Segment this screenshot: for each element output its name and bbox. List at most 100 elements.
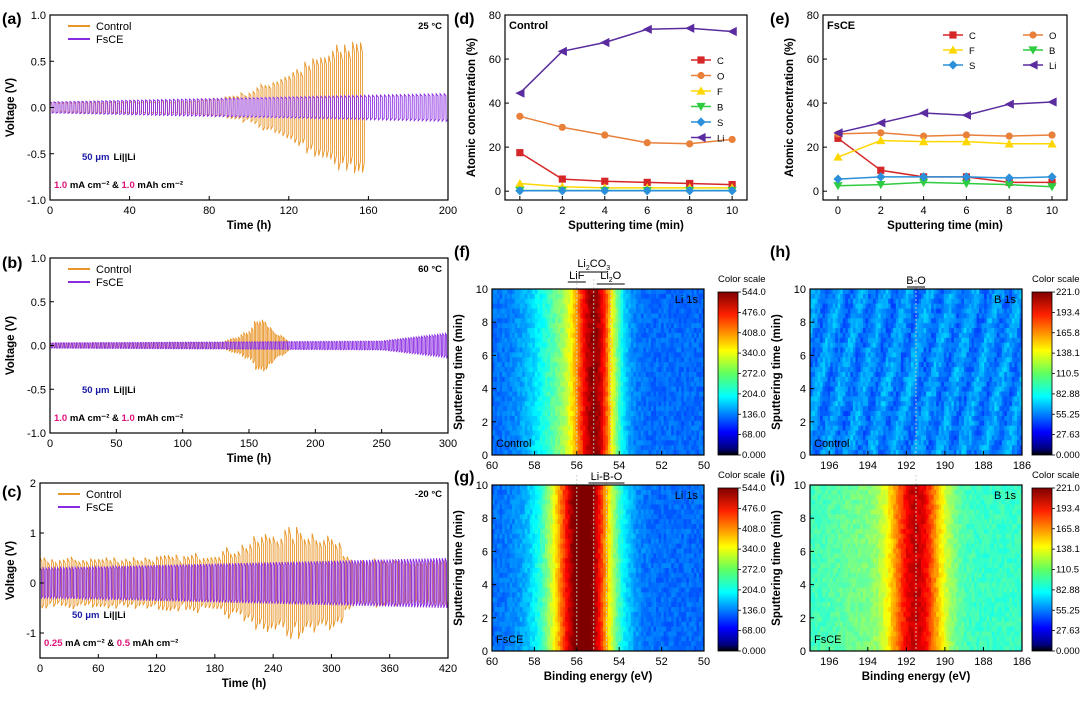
heatmap-cell: [595, 415, 599, 422]
heatmap-cell: [645, 289, 649, 295]
heatmap-cell: [658, 558, 662, 564]
heatmap-cell: [494, 396, 498, 402]
heatmap-cell: [532, 494, 536, 501]
heatmap-cell: [635, 328, 639, 334]
heatmap-cell: [651, 485, 654, 491]
heatmap-cell: [585, 376, 589, 383]
x-tick-label: 0: [47, 438, 53, 450]
heatmap-cell: [570, 553, 574, 559]
heatmap-cell: [608, 548, 612, 554]
heatmap-cell: [552, 485, 556, 491]
heatmap-cell: [550, 328, 553, 334]
heatmap-cell: [666, 420, 670, 427]
heatmap-cell: [545, 577, 548, 584]
heatmap-cell: [562, 519, 566, 525]
heatmap-cell: [633, 367, 637, 373]
heatmap-cell: [661, 323, 665, 329]
heatmap-cell: [671, 342, 675, 348]
heatmap-cell: [610, 357, 614, 363]
heatmap-cell: [547, 420, 551, 427]
heatmap-cell: [494, 568, 498, 574]
heatmap-cell: [656, 430, 659, 436]
heatmap-cell: [676, 381, 680, 388]
heatmap-cell: [542, 450, 546, 456]
heatmap-cell: [517, 313, 521, 319]
heatmap-cell: [701, 538, 705, 544]
heatmap-cell: [701, 440, 705, 446]
heatmap-cell: [683, 347, 687, 353]
heatmap-cell: [567, 430, 571, 436]
heatmap-cell: [676, 401, 680, 407]
heatmap-cell: [565, 435, 569, 441]
x-tick-label: 50: [110, 438, 122, 450]
heatmap-cell: [514, 406, 518, 412]
heatmap-cell: [638, 514, 642, 520]
heatmap-cell: [492, 420, 495, 427]
heatmap-cell: [608, 425, 612, 431]
heatmap-cell: [529, 553, 533, 559]
heatmap-cell: [628, 420, 632, 427]
heatmap-cell: [620, 289, 624, 295]
heatmap-cell: [668, 367, 672, 373]
heatmap-cell: [643, 519, 647, 525]
heatmap-cell: [585, 308, 589, 314]
heatmap-cell: [572, 435, 576, 441]
heatmap-cell: [552, 342, 556, 348]
heatmap-cell: [681, 367, 685, 373]
heatmap-cell: [668, 313, 672, 319]
heatmap-cell: [653, 289, 657, 295]
heatmap-cell: [534, 362, 538, 368]
legend-label-fsce: FsCE: [86, 502, 114, 514]
colorbar-tick-label: 340.0: [742, 348, 766, 359]
x-tick-label: 360: [381, 663, 399, 675]
heatmap-cell: [567, 323, 571, 329]
heatmap-cell: [693, 342, 697, 348]
heatmap-cell: [529, 376, 533, 383]
heatmap-cell: [512, 553, 516, 559]
heatmap-cell: [605, 415, 609, 422]
heatmap-cell: [681, 563, 685, 569]
heatmap-cell: [696, 509, 700, 515]
heatmap-cell: [663, 494, 667, 501]
heatmap-cell: [686, 298, 690, 305]
heatmap-cell: [562, 357, 566, 363]
heatmap-cell: [545, 298, 548, 305]
heatmap-cell: [494, 528, 498, 535]
heatmap-cell: [640, 376, 644, 383]
heatmap-cell: [562, 577, 566, 584]
heatmap-cell: [678, 308, 682, 314]
formula-sub: 2: [609, 277, 613, 284]
heatmap-cell: [615, 543, 619, 549]
heatmap-cell: [539, 386, 543, 392]
heatmap-cell: [529, 298, 533, 305]
heatmap-cell: [542, 391, 546, 397]
heatmap-cell: [577, 328, 581, 334]
heatmap-cell: [577, 528, 581, 535]
heatmap-cell: [605, 289, 609, 295]
heatmap-cell: [592, 494, 596, 501]
legend-label-b: B: [1049, 46, 1055, 57]
heatmap-cell: [681, 391, 685, 397]
data-point-s: [1004, 173, 1014, 183]
heatmap-cell: [529, 504, 533, 510]
x-axis-label: Sputtering time (min): [887, 220, 1003, 232]
heatmap-cell: [514, 386, 518, 392]
heatmap-cell: [648, 489, 652, 496]
heatmap-cell: [698, 328, 702, 334]
heatmap-cell: [686, 558, 690, 564]
heatmap-cell: [517, 308, 521, 314]
heatmap-cell: [509, 289, 513, 295]
heatmap-cell: [582, 577, 586, 584]
heatmap-cell: [542, 376, 546, 383]
heatmap-cell: [653, 357, 657, 363]
heatmap-cell: [534, 494, 538, 501]
heatmap-cell: [668, 548, 672, 554]
heatmap-cell: [618, 386, 622, 392]
heatmap-cell: [603, 450, 606, 456]
temperature-label: 25 °C: [418, 21, 442, 32]
heatmap-cell: [570, 494, 574, 501]
y-tick-label: 10: [476, 284, 488, 296]
heatmap-cell: [524, 342, 528, 348]
heatmap-cell: [587, 533, 591, 540]
heatmap-cell: [585, 293, 589, 300]
